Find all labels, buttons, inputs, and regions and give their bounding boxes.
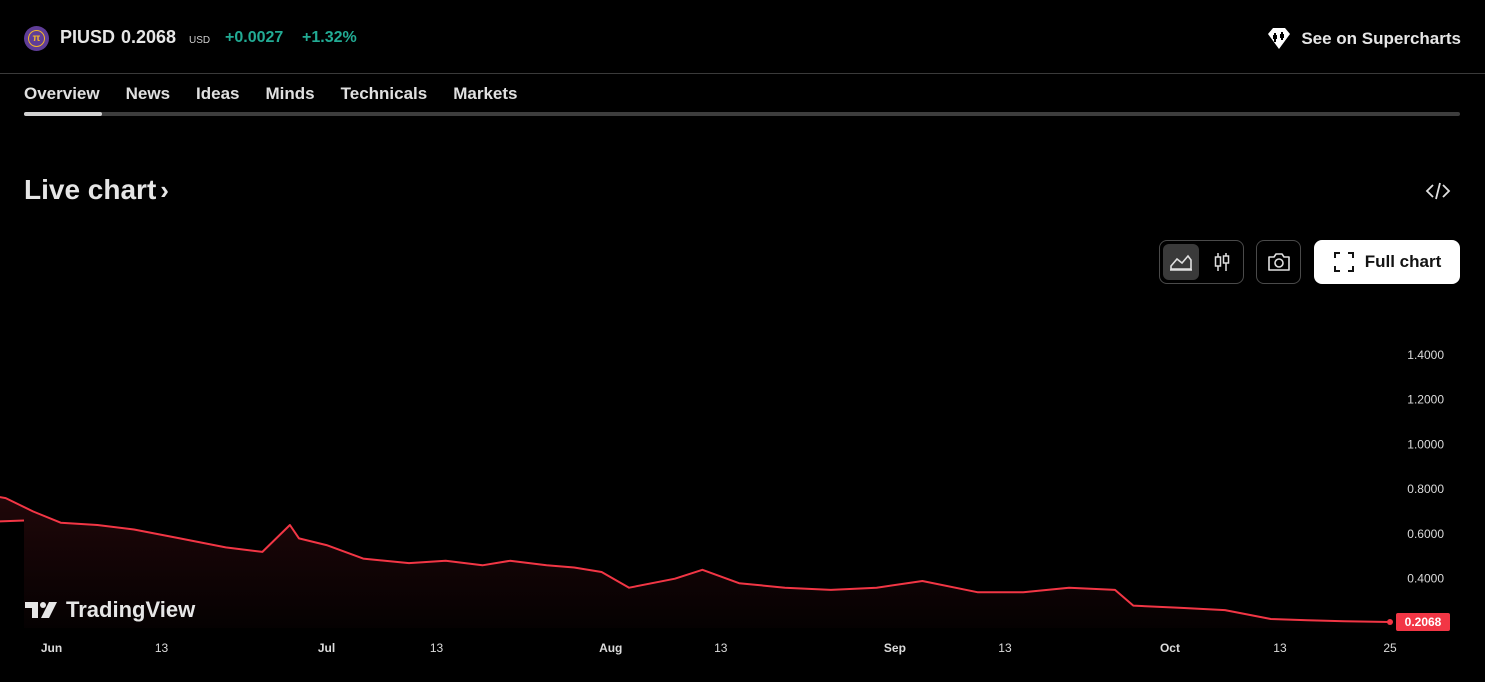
tab-news[interactable]: News — [125, 84, 171, 103]
price-line — [0, 496, 1391, 623]
y-axis-tick-label: 1.0000 — [1407, 437, 1444, 451]
see-on-supercharts-link[interactable]: See on Supercharts — [1265, 26, 1461, 52]
x-axis-tick-label: 25 — [1383, 641, 1397, 655]
chart-type-switcher — [1159, 240, 1244, 284]
price-change: +0.0027 — [225, 29, 284, 46]
x-axis-tick-label: Aug — [599, 641, 622, 655]
y-axis-tick-label: 0.6000 — [1407, 527, 1444, 541]
y-axis-tick-label: 1.4000 — [1407, 348, 1444, 362]
tab-technicals[interactable]: Technicals — [340, 84, 428, 103]
area-chart-icon — [1170, 254, 1192, 271]
tradingview-logo-icon — [25, 602, 57, 618]
tab-minds[interactable]: Minds — [265, 84, 315, 103]
section-tabs: Overview News Ideas Minds Technicals Mar… — [24, 84, 544, 104]
fullscreen-icon — [1333, 252, 1354, 272]
y-axis-tick-label: 0.4000 — [1407, 572, 1444, 586]
y-axis-tick-label: 0.8000 — [1407, 482, 1444, 496]
camera-icon — [1267, 253, 1290, 271]
candlestick-icon — [1214, 253, 1230, 271]
supercharts-label: See on Supercharts — [1301, 29, 1461, 48]
last-price-tag-label: 0.2068 — [1405, 615, 1442, 629]
full-chart-label: Full chart — [1364, 252, 1442, 271]
pi-coin-icon: π — [24, 26, 49, 51]
tab-ideas[interactable]: Ideas — [196, 84, 240, 103]
full-chart-button[interactable]: Full chart — [1314, 240, 1460, 284]
tab-markets[interactable]: Markets — [453, 84, 518, 103]
live-chart-heading[interactable]: Live chart › — [24, 174, 169, 206]
supercharts-diamond-icon — [1268, 28, 1291, 49]
last-price: 0.2068 — [121, 27, 177, 47]
tab-overview[interactable]: Overview — [24, 84, 100, 103]
price-area-fill — [0, 497, 1390, 628]
x-axis-tick-label: 13 — [998, 641, 1012, 655]
tabs-scroll-track — [24, 112, 1460, 116]
x-axis-tick-label: Jul — [318, 641, 335, 655]
x-axis-tick-label: Jun — [41, 641, 62, 655]
x-axis-tick-label: 13 — [714, 641, 728, 655]
code-embed-icon — [1425, 182, 1451, 200]
area-chart-button[interactable] — [1163, 244, 1199, 280]
y-axis-tick-label: 1.2000 — [1407, 393, 1444, 407]
x-axis-tick-label: Sep — [884, 641, 906, 655]
x-axis-tick-label: 13 — [155, 641, 169, 655]
tradingview-logo: TradingView — [24, 597, 195, 623]
x-axis-tick-label: 13 — [430, 641, 444, 655]
last-price-dot — [1387, 618, 1393, 625]
symbol-name: PIUSD — [60, 27, 116, 47]
x-axis-tick-label: Oct — [1160, 641, 1180, 655]
symbol-header: π PIUSD 0.2068 USD +0.0027 +1.32% See on… — [0, 0, 1485, 74]
currency-code: USD — [189, 35, 211, 46]
snapshot-button[interactable] — [1256, 240, 1301, 284]
price-change-percent: +1.32% — [302, 29, 357, 46]
live-chart-title: Live chart — [24, 174, 157, 205]
last-price-tag — [1396, 612, 1450, 631]
embed-code-button[interactable] — [1424, 178, 1452, 204]
chevron-right-icon: › — [160, 174, 169, 205]
active-tab-indicator — [24, 112, 102, 116]
x-axis-tick-label: 13 — [1273, 641, 1287, 655]
tradingview-wordmark: TradingView — [66, 597, 196, 622]
candlestick-chart-button[interactable] — [1204, 244, 1240, 280]
